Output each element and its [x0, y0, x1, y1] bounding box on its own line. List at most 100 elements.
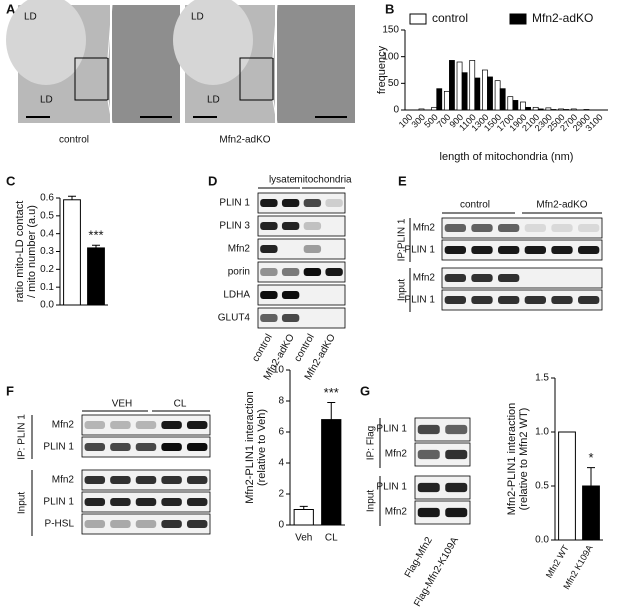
row-label: Mfn2	[52, 475, 75, 486]
band	[524, 296, 546, 304]
bar	[507, 96, 514, 111]
bar	[537, 108, 544, 111]
y-axis-label: frequency	[376, 45, 388, 94]
row-label: PLIN 1	[43, 497, 74, 508]
significance: ***	[88, 228, 103, 243]
band	[444, 246, 466, 254]
band	[471, 296, 493, 304]
group-label: control	[460, 200, 490, 211]
blot	[257, 215, 346, 237]
blot	[257, 284, 346, 306]
band	[325, 268, 343, 276]
band	[303, 245, 322, 253]
y-axis-label: ratio mito-LD contact	[14, 201, 26, 302]
band	[551, 224, 573, 232]
y-tick-label: 50	[388, 78, 400, 89]
group-label: Mfn2-adKO	[536, 200, 587, 211]
x-tick-label: CL	[325, 533, 338, 544]
y-axis-label: Mfn2-PLIN1 interaction	[244, 391, 256, 504]
band	[578, 246, 600, 254]
bar	[558, 431, 576, 541]
legend-swatch	[509, 13, 527, 25]
section-label: Input	[17, 492, 28, 514]
band	[161, 443, 182, 451]
bar	[550, 109, 557, 111]
bar	[436, 88, 443, 111]
panel-label: B	[385, 1, 394, 16]
band	[161, 520, 182, 528]
row-label: Mfn2	[52, 420, 75, 431]
band	[161, 498, 182, 506]
y-axis-label: / mito number (a.u)	[26, 205, 38, 298]
band	[417, 449, 440, 460]
panel-label: G	[360, 383, 370, 398]
error-bar	[92, 244, 100, 248]
band	[471, 274, 493, 282]
row-label: PLIN 1	[376, 482, 407, 493]
band	[260, 314, 278, 322]
panel-label: A	[6, 1, 16, 16]
bar	[525, 106, 531, 111]
blot	[257, 192, 346, 214]
row-label: PLIN 1	[404, 295, 435, 306]
band	[110, 443, 131, 451]
x-tick-label: Veh	[295, 533, 312, 544]
y-tick-label: 0.6	[40, 193, 54, 204]
band	[445, 449, 468, 460]
blot	[257, 238, 346, 260]
row-label: GLUT4	[218, 313, 251, 324]
band	[303, 268, 322, 276]
band	[325, 199, 343, 207]
band	[161, 421, 182, 429]
row-label: PLIN 1	[376, 424, 407, 435]
band	[498, 224, 520, 232]
bar	[499, 88, 506, 111]
band	[135, 421, 157, 429]
ld-label: LD	[24, 12, 37, 23]
significance: ***	[324, 385, 339, 400]
group-label: CL	[174, 399, 187, 410]
ld-label: LD	[207, 95, 220, 106]
zoom-line	[272, 4, 278, 59]
error-bar	[327, 402, 336, 420]
row-label: PLIN 3	[219, 221, 250, 232]
zoom-line	[272, 99, 278, 124]
row-label: PLIN 1	[43, 442, 74, 453]
band	[417, 507, 440, 518]
lipid-droplet	[173, 0, 253, 85]
bar	[418, 108, 425, 111]
blot	[257, 307, 346, 329]
legend-label: Mfn2-adKO	[532, 11, 593, 25]
band	[498, 246, 520, 254]
band	[135, 498, 157, 506]
band	[417, 424, 440, 435]
y-axis-label: (relative to Veh)	[256, 409, 268, 486]
band	[260, 199, 278, 207]
band	[84, 443, 106, 451]
bar	[474, 77, 481, 111]
y-tick-label: 0.5	[535, 481, 549, 492]
row-label: Mfn2	[385, 449, 408, 460]
x-tick-label: Mfn2 WT	[544, 543, 571, 580]
group-label: VEH	[112, 399, 133, 410]
band	[471, 224, 493, 232]
ld-label: LD	[191, 12, 204, 23]
blot	[414, 475, 471, 500]
y-axis-label: (relative to Mfn2 WT)	[518, 408, 530, 511]
band	[444, 296, 466, 304]
band	[551, 296, 573, 304]
em-inset	[277, 5, 355, 123]
band	[186, 520, 208, 528]
blot	[81, 513, 211, 535]
section-label: IP: PLIN 1	[17, 414, 28, 460]
row-label: Mfn2	[413, 273, 436, 284]
y-tick-label: 1.5	[535, 373, 549, 384]
band	[84, 421, 106, 429]
bar	[545, 107, 552, 111]
band	[444, 224, 466, 232]
blot	[414, 417, 471, 442]
band	[551, 246, 573, 254]
y-tick-label: 0.1	[40, 282, 54, 293]
band	[281, 268, 300, 276]
y-tick-label: 0.0	[40, 300, 54, 311]
